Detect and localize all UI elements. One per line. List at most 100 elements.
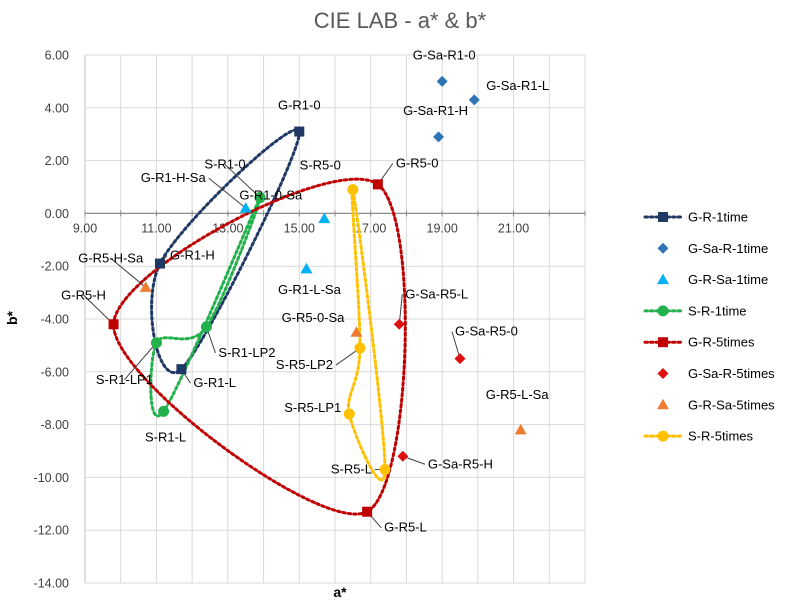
x-tick-label: 19.00	[427, 221, 458, 235]
point-label: S-R5-L	[331, 461, 372, 476]
point-label: G-Sa-R1-L	[486, 78, 549, 93]
legend-marker	[657, 368, 669, 379]
point-label: G-R1-H	[170, 248, 215, 263]
data-point-G-Sa-R1-0	[436, 75, 448, 87]
point-label: G-Sa-R5-H	[428, 456, 493, 471]
series-curve-G-R-5times	[112, 177, 407, 516]
data-point-S-R1-LP1	[150, 337, 162, 349]
y-tick-label: -12.00	[34, 524, 69, 538]
point-label: G-R1-L	[193, 375, 236, 390]
point-label: G-R1-0-Sa	[239, 188, 303, 203]
gridlines	[84, 54, 586, 584]
series-lines	[112, 128, 407, 516]
x-tick-label: 13.00	[212, 221, 243, 235]
data-point-G-R5-H-Sa	[139, 281, 152, 292]
data-point-G-R1-L	[176, 364, 187, 375]
legend-marker	[657, 242, 669, 254]
legend-entry: G-R-1time	[688, 210, 748, 225]
point-label: S-R5-LP2	[276, 357, 333, 372]
data-point-G-R1-0	[294, 126, 305, 137]
x-tick-label: 15.00	[284, 221, 315, 235]
y-tick-label: -8.00	[41, 418, 70, 432]
data-point-S-R1-0	[254, 192, 266, 204]
data-point-G-R5-0	[372, 179, 383, 190]
data-point-G-Sa-R5-0	[454, 353, 466, 365]
legend-marker	[657, 398, 669, 410]
point-label: G-R5-0-Sa	[282, 310, 346, 325]
legend-entry: S-R-1time	[688, 303, 747, 318]
data-point-S-R5-0	[347, 184, 359, 196]
data-point-G-Sa-R1-H	[433, 131, 445, 143]
point-label: S-R1-0	[204, 157, 245, 172]
leader-line	[208, 177, 247, 209]
point-label: G-R1-L-Sa	[278, 282, 342, 297]
leader-line	[124, 342, 157, 381]
chart-title: CIE LAB - a* & b*	[314, 8, 487, 33]
y-tick-labels: 6.00 4.00 2.00 0.00 -2.00 -4.00 -6.00 -8.00 -10.…	[34, 49, 69, 591]
legend-entry: G-Sa-R-5times	[688, 366, 775, 381]
point-label: G-Sa-R5-L	[405, 286, 468, 301]
legend-marker	[657, 273, 669, 285]
legend-entry: G-R-5times	[688, 335, 755, 350]
point-label: G-R5-L-Sa	[486, 387, 550, 402]
point-label: S-R5-0	[300, 158, 341, 173]
y-tick-label: -14.00	[34, 577, 69, 591]
y-tick-label: 6.00	[45, 49, 69, 63]
point-label: G-Sa-R1-H	[403, 103, 468, 118]
point-label: S-R1-LP2	[218, 345, 275, 360]
point-label: G-R5-H	[61, 287, 106, 302]
point-label: G-R5-0	[396, 155, 439, 170]
legend-entry: S-R-5times	[688, 429, 754, 444]
leader-line	[110, 257, 147, 288]
data-point-S-R5-LP2	[354, 342, 366, 354]
point-label: G-R5-L	[384, 520, 427, 535]
point-label: G-R1-H-Sa	[141, 170, 207, 185]
data-point-G-R1-0-Sa	[318, 212, 331, 224]
data-point-S-R5-LP1	[343, 408, 355, 420]
legend-entry: G-R-Sa-1time	[688, 272, 768, 287]
x-tick-labels: 9.00 11.00 13.00 15.00 17.00 19.00 21.00	[73, 221, 529, 235]
point-label: S-R5-LP1	[284, 400, 341, 415]
legend-marker	[658, 212, 668, 222]
y-tick-label: -6.00	[41, 365, 70, 379]
data-point-G-R5-L-Sa	[514, 423, 527, 435]
series-curve-S-R-5times	[347, 186, 387, 482]
data-point-G-R1-H	[155, 258, 165, 269]
data-point-G-Sa-R5-L	[393, 318, 405, 330]
data-markers	[108, 75, 527, 517]
leader-line	[224, 164, 261, 198]
data-point-G-R5-H	[108, 319, 119, 330]
x-axis-title: a*	[333, 584, 347, 600]
legend-entry: G-R-Sa-5times	[688, 397, 775, 412]
data-point-G-Sa-R1-L	[468, 94, 480, 106]
x-tick-label: 21.00	[498, 221, 529, 235]
y-tick-label: -4.00	[41, 313, 70, 327]
point-label: G-R1-0	[278, 98, 321, 113]
point-label: G-Sa-R5-0	[455, 324, 518, 339]
data-point-G-R1-L-Sa	[300, 262, 313, 274]
data-point-G-R1-H-Sa	[239, 202, 252, 213]
y-tick-label: -10.00	[34, 471, 69, 485]
point-label: G-Sa-R1-0	[413, 47, 476, 62]
series-curve-S-R-1time	[149, 195, 263, 418]
x-tick-label: 11.00	[141, 221, 171, 235]
y-tick-label: -2.00	[41, 260, 70, 274]
legend-entry: G-Sa-R-1time	[688, 241, 768, 256]
data-point-S-R1-L	[158, 405, 170, 417]
legend-marker	[657, 430, 669, 442]
data-point-G-Sa-R5-H	[397, 450, 409, 462]
y-tick-label: 4.00	[45, 101, 69, 115]
legend: G-R-1time G-Sa-R-1time G-R-Sa-1time S-R-1ti…	[643, 210, 775, 444]
legend-marker	[657, 305, 669, 317]
point-labels: G-R1-0 G-R1-L G-R1-H G-Sa-R1-0 G-Sa-R1-L G-Sa…	[61, 47, 549, 534]
y-axis-title: b*	[4, 310, 20, 325]
point-label: S-R1-L	[145, 429, 186, 444]
point-label: S-R1-LP1	[96, 372, 153, 387]
legend-marker	[658, 337, 668, 348]
data-point-G-R5-0-Sa	[350, 326, 363, 337]
data-point-G-R5-L	[362, 506, 373, 517]
x-tick-label: 9.00	[73, 221, 97, 235]
y-tick-label: 2.00	[45, 154, 69, 168]
leader-line	[451, 331, 461, 359]
